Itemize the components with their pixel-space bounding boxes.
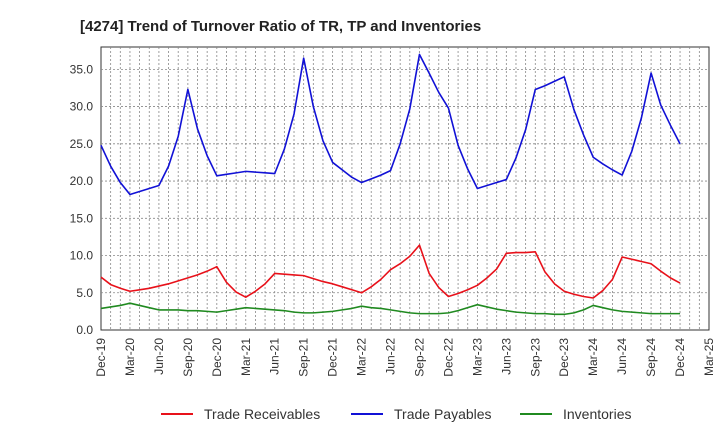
x-tick-label: Dec-23 (557, 338, 571, 377)
x-tick-label: Jun-21 (268, 338, 282, 375)
chart-title: [4274] Trend of Turnover Ratio of TR, TP… (80, 18, 481, 35)
x-tick-label: Sep-21 (297, 338, 311, 377)
y-tick-label: 15.0 (70, 211, 94, 225)
series-line-1 (100, 53, 681, 196)
x-tick-label: Dec-24 (673, 338, 687, 377)
y-tick-label: 30.0 (70, 100, 94, 114)
x-tick-label: Sep-24 (644, 338, 658, 377)
y-tick-label: 35.0 (70, 62, 94, 76)
x-tick-label: Mar-21 (239, 338, 253, 376)
x-tick-label: Sep-20 (181, 338, 195, 377)
x-tick-label: Jun-23 (499, 338, 513, 375)
plot-area (100, 46, 710, 331)
x-tick-label: Dec-21 (326, 338, 340, 377)
y-tick-label: 10.0 (70, 249, 94, 263)
legend: Trade Receivables Trade Payables Inventori… (161, 406, 631, 422)
x-tick-label: Sep-22 (412, 338, 426, 377)
series-line-0 (100, 244, 681, 299)
x-tick-label: Mar-25 (702, 338, 716, 376)
y-tick-label: 20.0 (70, 174, 94, 188)
x-tick-label: Mar-20 (123, 338, 137, 376)
x-tick-label: Jun-24 (615, 338, 629, 375)
x-tick-label: Jun-22 (384, 338, 398, 375)
x-tick-label: Mar-23 (470, 338, 484, 376)
legend-label-0: Trade Receivables (204, 406, 320, 422)
x-tick-label: Sep-23 (528, 338, 542, 377)
y-tick-label: 25.0 (70, 137, 94, 151)
x-tick-label: Dec-19 (94, 338, 108, 377)
legend-label-2: Inventories (563, 406, 631, 422)
series-line-2 (100, 302, 681, 316)
x-tick-label: Dec-22 (441, 338, 455, 377)
x-tick-label: Mar-24 (586, 338, 600, 376)
x-tick-label: Mar-22 (355, 338, 369, 376)
plot-frame (100, 46, 710, 331)
x-axis: Dec-19 Mar-20 Jun-20 Sep-20 Dec-20 Mar-21 Jun-… (94, 338, 716, 377)
x-tick-label: Jun-20 (152, 338, 166, 375)
legend-label-1: Trade Payables (394, 406, 492, 422)
x-tick-label: Dec-20 (210, 338, 224, 377)
y-tick-label: 5.0 (76, 286, 93, 300)
y-axis: 0.0 5.0 10.0 15.0 20.0 25.0 30.0 35.0 (70, 62, 94, 337)
series-layer (100, 53, 681, 316)
y-tick-label: 0.0 (76, 323, 93, 337)
